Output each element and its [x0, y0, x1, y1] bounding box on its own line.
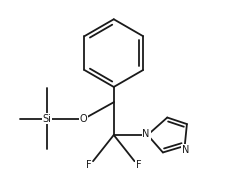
Text: F: F	[136, 160, 142, 170]
Text: N: N	[182, 145, 190, 155]
Text: N: N	[142, 129, 150, 139]
Text: F: F	[86, 160, 91, 170]
Text: O: O	[80, 114, 87, 124]
Text: Si: Si	[43, 114, 52, 124]
